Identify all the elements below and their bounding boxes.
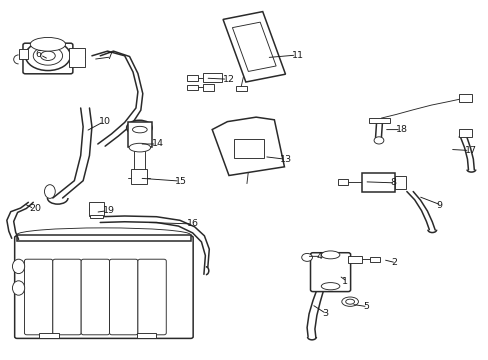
Text: 15: 15 xyxy=(175,177,187,186)
Bar xyxy=(458,94,471,102)
Text: 6: 6 xyxy=(35,50,41,59)
Bar xyxy=(131,169,147,184)
Ellipse shape xyxy=(33,46,62,65)
Polygon shape xyxy=(232,22,276,71)
Bar xyxy=(19,49,28,59)
Text: 19: 19 xyxy=(102,206,115,215)
Text: 8: 8 xyxy=(389,178,395,187)
Bar xyxy=(137,333,156,338)
Ellipse shape xyxy=(373,137,383,144)
Bar xyxy=(361,173,394,192)
Bar xyxy=(90,215,102,218)
Ellipse shape xyxy=(126,120,152,135)
FancyBboxPatch shape xyxy=(23,43,73,74)
Ellipse shape xyxy=(132,126,147,133)
FancyBboxPatch shape xyxy=(53,259,81,335)
Bar xyxy=(17,235,190,241)
Text: 14: 14 xyxy=(151,139,163,148)
FancyBboxPatch shape xyxy=(15,236,193,338)
Ellipse shape xyxy=(341,297,358,306)
Ellipse shape xyxy=(301,253,312,261)
Bar xyxy=(368,118,389,123)
Text: 9: 9 xyxy=(436,201,442,210)
Text: 13: 13 xyxy=(279,154,291,163)
Ellipse shape xyxy=(321,251,339,259)
FancyBboxPatch shape xyxy=(138,259,166,335)
FancyBboxPatch shape xyxy=(109,259,138,335)
Ellipse shape xyxy=(25,41,70,71)
Polygon shape xyxy=(212,117,284,175)
Text: 10: 10 xyxy=(99,117,111,126)
Text: 11: 11 xyxy=(291,50,303,59)
Text: 2: 2 xyxy=(390,258,396,267)
Bar xyxy=(186,85,197,90)
Bar xyxy=(203,84,213,91)
Ellipse shape xyxy=(93,207,101,212)
Bar xyxy=(39,333,59,338)
Ellipse shape xyxy=(345,299,354,304)
Bar xyxy=(203,73,221,82)
Text: 4: 4 xyxy=(316,252,322,261)
Text: 16: 16 xyxy=(187,219,199,228)
FancyBboxPatch shape xyxy=(81,259,109,335)
Text: 1: 1 xyxy=(342,277,347,286)
Bar xyxy=(89,202,103,216)
Bar xyxy=(128,122,151,147)
Ellipse shape xyxy=(30,37,65,51)
FancyBboxPatch shape xyxy=(24,259,53,335)
Text: 20: 20 xyxy=(29,204,41,213)
Text: 12: 12 xyxy=(222,75,234,84)
Text: 5: 5 xyxy=(362,302,368,311)
Bar xyxy=(186,75,197,81)
Ellipse shape xyxy=(12,281,24,295)
Bar xyxy=(235,86,247,91)
Ellipse shape xyxy=(44,185,55,198)
Text: 17: 17 xyxy=(464,146,476,155)
Bar xyxy=(233,139,264,158)
FancyBboxPatch shape xyxy=(310,253,350,292)
Ellipse shape xyxy=(41,51,55,60)
Text: 7: 7 xyxy=(106,52,112,61)
Text: 3: 3 xyxy=(321,309,327,318)
Bar xyxy=(458,129,471,137)
Bar xyxy=(347,256,361,263)
Text: 18: 18 xyxy=(395,125,407,134)
Polygon shape xyxy=(223,12,285,82)
Bar xyxy=(394,176,405,189)
Ellipse shape xyxy=(129,143,150,152)
Bar xyxy=(69,48,85,67)
Bar xyxy=(338,179,347,185)
Ellipse shape xyxy=(12,259,24,274)
Bar xyxy=(369,257,380,262)
Ellipse shape xyxy=(90,204,103,215)
Ellipse shape xyxy=(321,283,339,290)
